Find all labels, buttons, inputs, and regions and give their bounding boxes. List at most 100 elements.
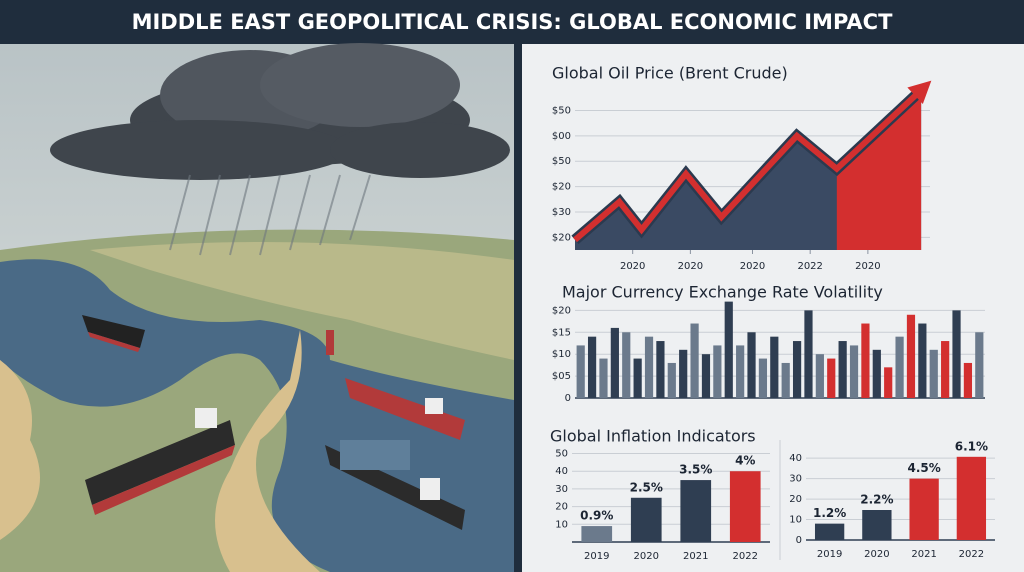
value-label: 3.5%: [679, 463, 712, 477]
value-label: 0.9%: [580, 509, 613, 523]
bar: [630, 497, 662, 542]
value-label: 6.1%: [955, 439, 988, 453]
bar: [770, 336, 779, 398]
bar: [956, 456, 987, 540]
bar: [724, 301, 733, 398]
x-tick-label: 2020: [740, 261, 765, 272]
illustration: [0, 43, 514, 572]
bar: [729, 471, 761, 542]
x-tick-label: 2021: [911, 549, 936, 560]
y-tick-label: 30: [789, 474, 802, 485]
y-tick-label: $50: [552, 156, 571, 167]
chart-title: Global Inflation Indicators: [550, 427, 756, 446]
bar: [952, 310, 961, 398]
value-label: 2.5%: [630, 480, 663, 494]
bar: [861, 323, 870, 398]
charts-panel: [522, 44, 1024, 572]
coast-left: [0, 360, 40, 540]
bar: [701, 354, 711, 398]
bar: [814, 523, 845, 540]
bar: [633, 358, 642, 398]
bar: [680, 480, 712, 542]
divider: [514, 44, 522, 572]
bar: [581, 526, 613, 542]
bar: [963, 362, 973, 398]
value-label: 1.2%: [813, 506, 846, 520]
bar: [587, 336, 597, 398]
bar: [576, 345, 585, 398]
bar: [667, 362, 676, 398]
bar: [941, 341, 950, 398]
bar: [599, 358, 608, 398]
value-label: 4%: [735, 454, 755, 468]
y-tick-label: $05: [552, 371, 571, 382]
x-tick-label: 2020: [620, 261, 645, 272]
value-label: 4.5%: [907, 461, 940, 475]
bar: [656, 341, 665, 398]
bar: [975, 332, 984, 398]
bar: [644, 336, 654, 398]
x-tick-label: 2022: [959, 549, 984, 560]
y-tick-label: $10: [552, 349, 571, 360]
bar: [747, 332, 756, 398]
chart-title: Major Currency Exchange Rate Volatility: [562, 283, 883, 302]
bar: [690, 323, 699, 398]
y-tick-label: $50: [552, 105, 571, 116]
x-tick-label: 2020: [855, 261, 880, 272]
bar: [792, 341, 802, 398]
line: [573, 87, 924, 243]
y-tick-label: 20: [555, 502, 568, 513]
x-tick-label: 2022: [733, 551, 758, 562]
y-tick-label: $20: [552, 232, 571, 243]
bar: [838, 341, 847, 398]
y-tick-label: $00: [552, 131, 571, 142]
y-tick-label: $30: [552, 207, 571, 218]
bar: [610, 327, 619, 398]
land-far: [90, 242, 514, 360]
bar: [781, 362, 790, 398]
y-tick-label: 20: [789, 494, 802, 505]
bar: [758, 358, 768, 398]
bar: [909, 478, 939, 540]
ship: [325, 440, 465, 530]
x-tick-label: 2021: [683, 551, 708, 562]
bar: [622, 332, 631, 398]
page-title: MIDDLE EAST GEOPOLITICAL CRISIS: GLOBAL …: [132, 10, 893, 34]
bar: [872, 349, 881, 398]
y-tick-label: 10: [555, 519, 568, 530]
y-tick-label: 0: [565, 393, 571, 404]
header-bar: [0, 0, 1024, 44]
ship: [82, 315, 145, 352]
ship: [85, 408, 235, 515]
arrow-head: [907, 80, 932, 105]
bar: [815, 354, 824, 398]
bar: [918, 323, 927, 398]
ship: [345, 378, 465, 440]
y-tick-label: 40: [555, 466, 568, 477]
y-tick-label: 40: [789, 453, 802, 464]
ship: [326, 330, 334, 355]
bar: [929, 349, 938, 398]
y-tick-label: $20: [552, 305, 571, 316]
bar: [679, 349, 688, 398]
bar: [713, 345, 722, 398]
bar: [895, 336, 904, 398]
y-tick-label: 10: [789, 515, 802, 526]
y-tick-label: $15: [552, 327, 571, 338]
chart-title: Global Oil Price (Brent Crude): [552, 64, 788, 83]
peninsula: [215, 330, 320, 572]
bar: [736, 345, 745, 398]
bar: [906, 314, 916, 398]
bar: [804, 310, 813, 398]
y-tick-label: $20: [552, 182, 571, 193]
y-tick-label: 0: [796, 535, 802, 546]
storm-cloud: [50, 43, 510, 180]
x-tick-label: 2020: [634, 551, 659, 562]
x-tick-label: 2020: [678, 261, 703, 272]
y-tick-label: 30: [555, 484, 568, 495]
bar: [849, 345, 859, 398]
y-tick-label: 50: [555, 449, 568, 460]
x-tick-label: 2020: [864, 549, 889, 560]
x-tick-label: 2019: [817, 549, 842, 560]
